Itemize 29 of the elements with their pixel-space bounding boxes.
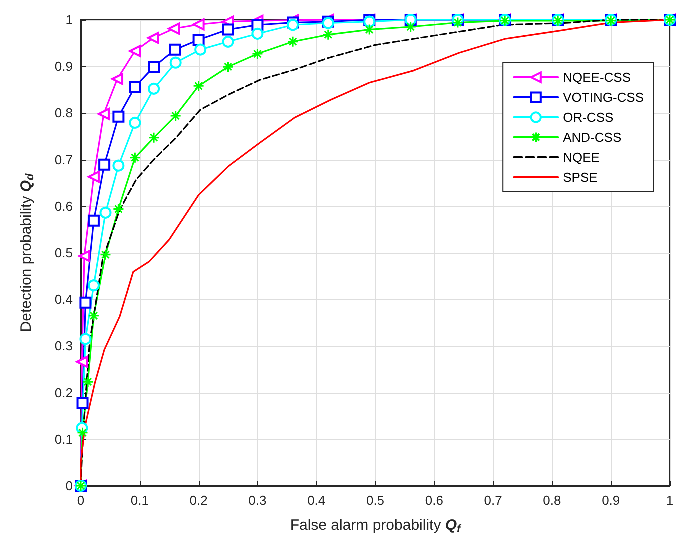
y-tick-label: 0.1	[54, 432, 73, 447]
x-tick-label: 0.1	[130, 493, 149, 508]
legend-label: SPSE	[563, 170, 598, 185]
x-tick-label: 0.3	[248, 493, 267, 508]
y-tick-label: 1	[66, 12, 73, 28]
y-tick-label: 0.4	[54, 292, 73, 308]
y-tick-label: 0.9	[54, 59, 73, 74]
x-tick-label: 0	[77, 493, 85, 508]
y-tick-label: 0	[66, 478, 73, 494]
legend-label: NQEE	[563, 150, 600, 165]
legend-label: AND-CSS	[563, 130, 622, 145]
y-tick-label: 0.8	[54, 106, 73, 121]
legend-label: NQEE-CSS	[563, 70, 632, 85]
y-tick-label: 0.3	[54, 338, 73, 354]
x-tick-label: 0.2	[190, 493, 208, 508]
y-axis-title: Detection probability Qd	[18, 173, 36, 332]
x-tick-label: 0.8	[543, 493, 562, 508]
y-tick-label: 0.5	[54, 246, 73, 260]
x-tick-label: 0.9	[602, 493, 620, 508]
x-tick-label: 0.5	[366, 493, 385, 508]
legend-label: OR-CSS	[563, 110, 614, 125]
y-tick-label: 0.7	[54, 152, 73, 168]
legend-label: VOTING-CSS	[563, 90, 644, 105]
x-tick-label: 1	[666, 493, 674, 508]
x-tick-label: 0.6	[425, 493, 444, 508]
x-tick-label: 0.4	[308, 493, 326, 508]
y-tick-label: 0.2	[54, 385, 73, 400]
x-tick-label: 0.7	[484, 493, 502, 508]
y-tick-label: 0.6	[54, 198, 73, 214]
